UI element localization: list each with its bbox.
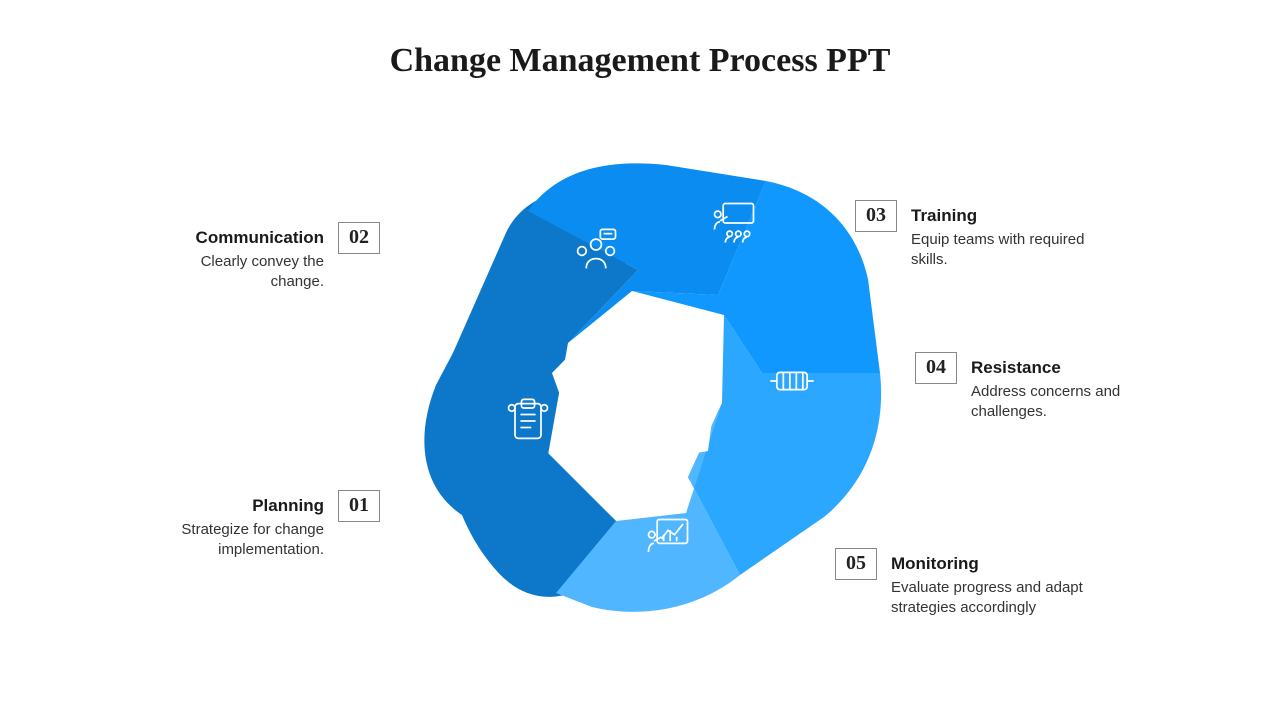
desc-05: Evaluate progress and adapt strategies a… (891, 578, 1115, 619)
desc-04: Address concerns and challenges. (971, 382, 1165, 423)
callout-01: 01 Planning Strategize for change implem… (170, 490, 380, 561)
resistor-icon (766, 355, 818, 412)
callout-05: 05 Monitoring Evaluate progress and adap… (835, 548, 1115, 619)
num-04: 04 (915, 352, 957, 384)
trainer-icon (708, 197, 760, 254)
num-03: 03 (855, 200, 897, 232)
num-02: 02 (338, 222, 380, 254)
num-01: 01 (338, 490, 380, 522)
heading-01: Planning (170, 496, 324, 516)
heading-05: Monitoring (891, 554, 1115, 574)
callout-04: 04 Resistance Address concerns and chall… (915, 352, 1165, 423)
clipboard-icon (502, 395, 554, 452)
callout-03: 03 Training Equip teams with required sk… (855, 200, 1115, 271)
desc-02: Clearly convey the change. (155, 252, 324, 293)
heading-03: Training (911, 206, 1115, 226)
desc-01: Strategize for change implementation. (170, 520, 324, 561)
desc-03: Equip teams with required skills. (911, 230, 1115, 271)
page-title: Change Management Process PPT (0, 42, 1280, 80)
pentagon-diagram (370, 115, 890, 635)
people-chat-icon (570, 225, 622, 282)
num-05: 05 (835, 548, 877, 580)
heading-02: Communication (155, 228, 324, 248)
callout-02: 02 Communication Clearly convey the chan… (155, 222, 380, 293)
heading-04: Resistance (971, 358, 1165, 378)
chart-person-icon (642, 513, 694, 570)
